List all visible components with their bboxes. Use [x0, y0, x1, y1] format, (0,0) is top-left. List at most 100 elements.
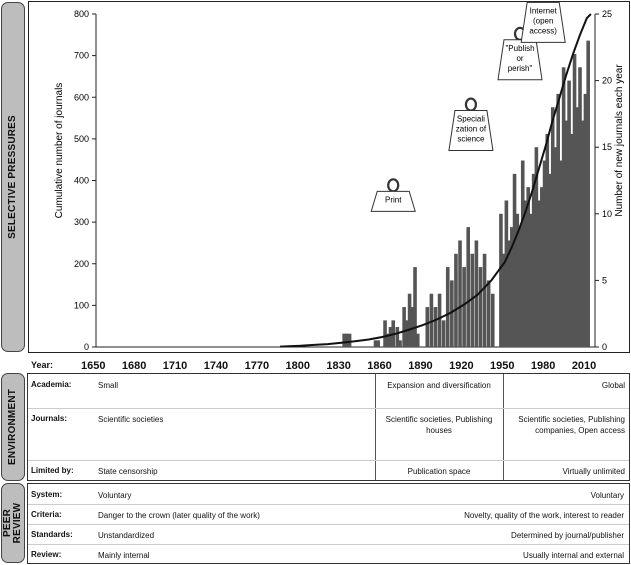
bar-new-journals: [512, 173, 517, 347]
bar-new-journals: [548, 173, 552, 347]
x-tick-label: 1890: [408, 360, 433, 372]
cell: Expansion and diversification: [387, 381, 491, 390]
weight-label: Speciali zation of science: [456, 115, 487, 144]
selective-pressures-text: SELECTIVE PRESSURES: [7, 115, 18, 239]
selective-pressures-label: SELECTIVE PRESSURES: [1, 2, 25, 352]
row-label: Academia:: [31, 380, 72, 389]
bar-new-journals: [540, 187, 544, 347]
weight-annotation: Internet (open access): [520, 2, 566, 43]
right-tick-label: 25: [602, 9, 612, 19]
bar-new-journals: [466, 227, 471, 347]
bar-new-journals: [572, 53, 577, 348]
x-tick-label: 1860: [367, 360, 392, 372]
cell: Virtually unlimited: [562, 467, 625, 476]
weight-label-line: (open: [533, 16, 553, 25]
left-tick-label: 700: [74, 51, 89, 61]
environment-table: Academia: Small Expansion and diversific…: [27, 373, 630, 481]
cell: Voluntary: [590, 491, 624, 500]
table-row-limited: Limited by: State censorship Publication…: [28, 460, 629, 482]
bar-new-journals: [437, 293, 442, 347]
row-label: Standards:: [31, 530, 73, 539]
bar-new-journals: [501, 253, 506, 347]
cumulative-journals-line: [280, 13, 592, 348]
table-row-journals: Journals: Scientific societies Scientifi…: [28, 408, 629, 461]
bar-new-journals: [559, 160, 563, 347]
left-axis-title: Cumulative number of journals: [54, 83, 65, 219]
cell: Mainly internal: [98, 551, 150, 560]
bar-new-journals: [478, 267, 483, 347]
table-row-review: Review: Mainly internal Usually internal…: [28, 544, 629, 565]
weight-handle: [464, 97, 478, 112]
bar-new-journals: [407, 293, 412, 347]
cell: Unstandardized: [98, 531, 155, 540]
cell: Global: [601, 381, 625, 390]
weight-label-line: "Publish: [505, 44, 534, 53]
bar-new-journals: [542, 160, 547, 347]
year-axis-label: Year:: [31, 360, 54, 370]
x-tick-label: 1650: [81, 360, 106, 372]
bar-new-journals: [556, 93, 560, 347]
bar-new-journals: [388, 327, 393, 347]
x-tick-label: 1770: [244, 360, 270, 372]
bar-new-journals: [580, 120, 585, 347]
weight-body: [448, 110, 494, 152]
table-row-academia: Academia: Small Expansion and diversific…: [28, 374, 629, 409]
bar-new-journals: [450, 280, 454, 347]
x-tick-label: 2010: [571, 360, 597, 372]
bar-new-journals: [583, 93, 588, 347]
left-tick-label: 800: [74, 9, 89, 19]
row-label: System:: [31, 490, 63, 499]
bar-new-journals: [415, 333, 420, 347]
peer-review-text: PEER REVIEW: [2, 502, 23, 544]
cell: Usually internal and external: [523, 551, 624, 560]
bar-new-journals: [550, 107, 555, 348]
bar-new-journals: [531, 173, 536, 347]
cell: Small: [98, 381, 119, 390]
weight-annotation: Print: [370, 178, 416, 212]
right-axis-title: Number of new journals each year: [614, 64, 625, 217]
left-tick-label: 200: [74, 259, 89, 269]
bar-new-journals: [429, 293, 434, 347]
bar-new-journals: [526, 187, 530, 347]
bar-new-journals: [454, 253, 458, 347]
cell: Voluntary: [98, 491, 132, 500]
bar-new-journals: [504, 200, 509, 347]
bar-new-journals: [385, 333, 390, 347]
bar-new-journals: [578, 67, 582, 347]
bar-new-journals: [545, 133, 550, 347]
weight-annotation: Speciali zation of science: [448, 97, 494, 152]
weight-label: Internet (open access): [529, 6, 557, 35]
bar-new-journals: [529, 213, 533, 347]
bar-new-journals: [515, 213, 520, 347]
journal-growth-chart: 0 100 200 300 400 500 600 700 800 0 5 10 15 20 25 Cumul…: [28, 1, 630, 353]
bar-new-journals: [458, 240, 462, 347]
cell: Danger to the crown (later quality of th…: [98, 511, 260, 520]
bar-new-journals: [570, 133, 574, 347]
bar-new-journals: [586, 40, 590, 347]
bar-new-journals: [445, 267, 450, 347]
x-tick-label: 1830: [326, 360, 351, 372]
bar-new-journals: [433, 307, 438, 347]
bar-new-journals: [402, 307, 406, 347]
bar-new-journals: [499, 213, 503, 347]
bar-new-journals: [575, 107, 580, 348]
bar-new-journals: [395, 327, 400, 347]
bar-new-journals: [383, 320, 387, 347]
x-tick-label: 1950: [490, 360, 515, 372]
bar-new-journals: [520, 160, 525, 347]
left-tick-label: 300: [74, 217, 89, 227]
bar-new-journals: [373, 340, 378, 347]
environment-text: ENVIRONMENT: [7, 388, 18, 466]
table-row-criteria: Criteria: Danger to the crown (later qua…: [28, 504, 629, 525]
bar-new-journals: [518, 227, 522, 347]
weight-label-line: science: [457, 135, 485, 144]
cell: Novelty, quality of the work, interest t…: [464, 511, 624, 520]
bar-new-journals: [490, 293, 495, 347]
cell: State censorship: [98, 467, 158, 476]
weight-handle: [387, 178, 400, 193]
right-tick-label: 5: [602, 275, 607, 285]
weight-label-line: perish": [508, 64, 533, 73]
weight-label-line: Internet: [530, 6, 558, 15]
bar-new-journals: [413, 267, 417, 347]
bar-new-journals: [347, 333, 352, 347]
